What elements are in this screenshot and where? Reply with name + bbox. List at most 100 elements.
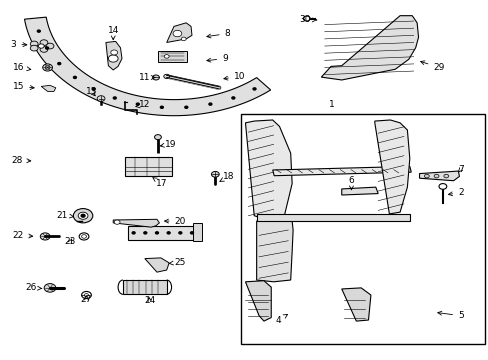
Text: 5: 5	[437, 311, 463, 320]
Circle shape	[44, 284, 56, 292]
Circle shape	[45, 47, 48, 49]
Text: 29: 29	[420, 61, 444, 72]
Circle shape	[179, 232, 182, 234]
Circle shape	[84, 294, 88, 296]
Text: 8: 8	[206, 29, 230, 38]
Text: 1: 1	[328, 100, 334, 109]
Circle shape	[45, 66, 50, 69]
Polygon shape	[24, 17, 270, 116]
Circle shape	[81, 214, 85, 217]
Circle shape	[208, 103, 211, 105]
Polygon shape	[341, 288, 370, 321]
Circle shape	[81, 235, 86, 238]
Circle shape	[40, 233, 50, 240]
Text: 4: 4	[275, 314, 287, 324]
Text: 12: 12	[136, 100, 150, 109]
Circle shape	[108, 55, 118, 62]
Circle shape	[97, 96, 105, 102]
Text: 7: 7	[457, 165, 463, 174]
Circle shape	[211, 171, 219, 177]
Circle shape	[181, 37, 186, 41]
Circle shape	[111, 50, 117, 55]
Text: 19: 19	[160, 140, 176, 149]
Circle shape	[231, 97, 234, 99]
Circle shape	[152, 75, 159, 80]
Text: 25: 25	[169, 258, 185, 267]
Circle shape	[132, 232, 135, 234]
Polygon shape	[106, 41, 122, 70]
Circle shape	[46, 43, 54, 49]
Bar	[122, 280, 166, 294]
Circle shape	[433, 174, 438, 178]
Circle shape	[79, 233, 89, 240]
Polygon shape	[245, 281, 271, 321]
Circle shape	[163, 74, 169, 78]
Polygon shape	[144, 258, 169, 272]
Circle shape	[114, 220, 120, 224]
Text: 21: 21	[56, 211, 74, 220]
Circle shape	[136, 103, 139, 105]
Circle shape	[38, 44, 44, 48]
Circle shape	[184, 106, 187, 108]
Polygon shape	[256, 214, 409, 221]
Text: 24: 24	[144, 296, 155, 305]
Polygon shape	[256, 221, 292, 282]
Circle shape	[155, 232, 158, 234]
Polygon shape	[419, 171, 458, 181]
Text: 16: 16	[13, 63, 31, 72]
Text: 26: 26	[25, 283, 42, 292]
Polygon shape	[374, 120, 409, 214]
Text: 28: 28	[11, 156, 31, 165]
Circle shape	[37, 30, 40, 32]
Bar	[125, 157, 171, 176]
Bar	[127, 226, 198, 240]
Circle shape	[42, 64, 52, 71]
Circle shape	[40, 40, 48, 45]
Circle shape	[30, 45, 38, 51]
Text: 14: 14	[107, 26, 119, 40]
Text: 11: 11	[139, 73, 155, 82]
Text: 13: 13	[85, 87, 97, 96]
Text: 17: 17	[153, 177, 167, 188]
Circle shape	[81, 292, 91, 298]
Text: 9: 9	[206, 54, 227, 63]
Circle shape	[40, 46, 48, 52]
Circle shape	[78, 212, 88, 219]
Text: 18: 18	[220, 172, 234, 181]
Polygon shape	[41, 85, 56, 91]
Polygon shape	[341, 187, 377, 195]
Circle shape	[167, 232, 170, 234]
Circle shape	[173, 30, 182, 37]
Circle shape	[73, 208, 93, 223]
Text: 2: 2	[447, 188, 463, 197]
Circle shape	[143, 232, 146, 234]
Circle shape	[92, 88, 95, 90]
Text: 30: 30	[299, 15, 316, 24]
Polygon shape	[321, 16, 418, 80]
Circle shape	[73, 76, 76, 78]
Polygon shape	[113, 219, 159, 227]
Circle shape	[424, 174, 428, 178]
Circle shape	[252, 88, 255, 90]
Circle shape	[30, 41, 38, 47]
Text: 15: 15	[13, 82, 34, 91]
Text: 27: 27	[81, 295, 92, 304]
Bar	[193, 223, 202, 241]
Circle shape	[438, 184, 446, 189]
Circle shape	[303, 16, 309, 21]
Circle shape	[160, 106, 163, 108]
Circle shape	[164, 55, 169, 58]
Bar	[240, 114, 484, 344]
Text: 22: 22	[13, 231, 33, 240]
Circle shape	[190, 232, 193, 234]
Text: 23: 23	[64, 237, 76, 246]
Circle shape	[113, 97, 116, 99]
Polygon shape	[245, 120, 291, 221]
Circle shape	[443, 174, 448, 178]
Text: 6: 6	[348, 176, 354, 190]
Polygon shape	[166, 23, 192, 42]
Polygon shape	[272, 166, 410, 176]
Text: 10: 10	[224, 72, 245, 81]
Text: 3: 3	[11, 40, 27, 49]
Circle shape	[58, 63, 61, 65]
